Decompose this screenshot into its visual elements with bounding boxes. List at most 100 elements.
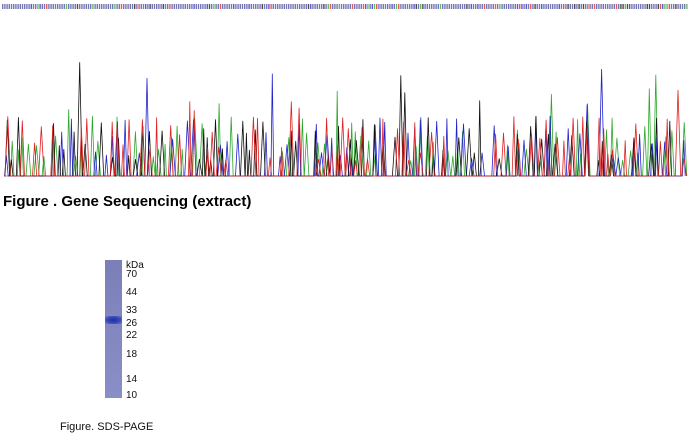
base-call-glyph [631,4,633,9]
base-call-glyph [109,4,112,9]
base-call-glyph [321,4,323,9]
sequencing-traces [4,62,688,177]
base-call-glyph [136,4,138,9]
base-call-glyph [43,4,46,9]
base-call-glyph [510,4,512,9]
base-call-glyph [160,4,162,9]
base-call-glyph [226,4,228,9]
base-call-glyph [362,4,365,9]
base-call-glyph [310,4,312,9]
base-call-glyph [28,4,30,9]
base-call-glyph [613,4,615,9]
base-call-glyph [61,4,63,9]
base-call-glyph [393,4,395,9]
base-call-glyph [580,4,582,9]
base-call-glyph [349,4,351,9]
base-call-glyph [591,4,593,9]
marker-label: 14 [126,374,138,385]
base-call-glyph [479,4,481,9]
base-call-glyph [32,4,35,9]
base-call-glyph [72,4,74,9]
base-call-glyph [118,4,120,9]
base-call-glyph [180,4,182,9]
base-call-glyph [442,4,444,9]
base-call-glyph [215,4,217,9]
base-call-glyph [307,4,310,9]
base-call-glyph [569,4,571,9]
base-call-glyph [191,4,193,9]
base-call-glyph [578,4,580,9]
base-call-glyph [384,4,387,9]
base-call-glyph [327,4,329,9]
base-call-glyph [197,4,200,9]
base-call-glyph [158,4,160,9]
base-call-glyph [633,4,635,9]
base-call-glyph [483,4,486,9]
base-call-glyph [681,4,684,9]
base-call-glyph [659,4,662,9]
base-call-glyph [365,4,367,9]
base-call-glyph [481,4,483,9]
base-call-glyph [329,4,332,9]
base-call-glyph [241,4,244,9]
base-call-glyph [512,4,514,9]
base-call-glyph [79,4,81,9]
base-call-glyph [345,4,347,9]
base-call-glyph [488,4,490,9]
base-call-glyph [303,4,305,9]
base-call-glyph [134,4,136,9]
base-call-glyph [239,4,241,9]
base-call-glyph [268,4,270,9]
base-call-glyph [41,4,43,9]
base-call-glyph [541,4,543,9]
base-call-glyph [145,4,147,9]
base-call-glyph [281,4,283,9]
base-call-glyph [523,4,525,9]
marker-label: 10 [126,390,138,401]
base-call-glyph [492,4,494,9]
base-call-glyph [162,4,164,9]
base-call-glyph [186,4,189,9]
base-call-glyph [376,4,378,9]
base-call-glyph [413,4,415,9]
base-call-glyph [129,4,131,9]
base-call-glyph [389,4,391,9]
base-call-glyph [57,4,59,9]
base-call-glyph [457,4,459,9]
base-call-glyph [686,4,688,9]
base-call-glyph [208,4,211,9]
base-call-glyph [246,4,248,9]
base-call-glyph [314,4,316,9]
base-call-glyph [624,4,626,9]
trace-channel-T [4,90,687,177]
base-call-glyph [301,4,303,9]
sequencing-chromatogram [2,4,688,177]
base-call-glyph [530,4,532,9]
base-call-glyph [657,4,659,9]
marker-label: 18 [126,349,138,360]
base-call-glyph [444,4,446,9]
base-call-glyph [475,4,477,9]
base-call-glyph [516,4,519,9]
base-call-glyph [120,4,123,9]
base-call-glyph [651,4,653,9]
base-call-glyph [149,4,151,9]
base-call-glyph [151,4,153,9]
base-call-glyph [272,4,274,9]
base-call-glyph [400,4,402,9]
base-call-glyph [653,4,655,9]
base-call-glyph [90,4,92,9]
base-call-glyph [131,4,134,9]
base-call-glyph [169,4,171,9]
base-call-glyph [417,4,420,9]
base-call-glyph [340,4,343,9]
base-call-glyph [611,4,613,9]
base-call-glyph [142,4,145,9]
base-call-glyph [395,4,398,9]
base-call-glyph [219,4,222,9]
base-call-glyph [54,4,57,9]
base-call-strip [2,4,688,9]
base-call-glyph [200,4,202,9]
base-call-glyph [76,4,79,9]
base-call-glyph [173,4,175,9]
